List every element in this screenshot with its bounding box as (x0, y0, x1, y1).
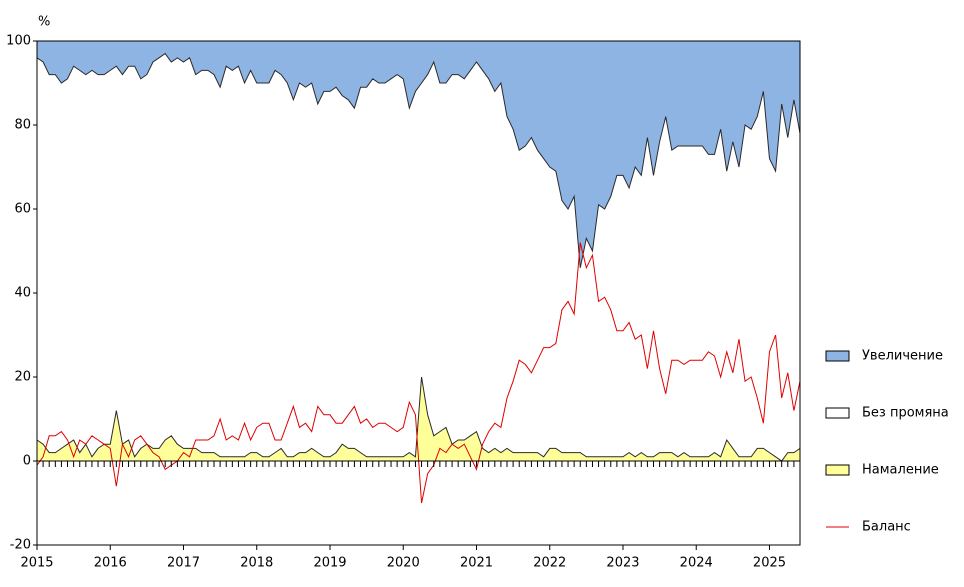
x-tick-label: 2017 (167, 556, 200, 571)
area (37, 53, 800, 461)
area-edge (36, 52, 801, 268)
area (37, 41, 800, 268)
legend-label: Баланс (862, 520, 911, 535)
y-tick-label: 0 (23, 454, 31, 469)
y-tick-label: 20 (14, 370, 31, 385)
x-tick-label: 2021 (460, 556, 493, 571)
x-tick-label: 2018 (240, 556, 273, 571)
line (36, 242, 801, 504)
y-tick-label: -20 (10, 538, 31, 553)
y-axis-label: % (38, 15, 50, 30)
area-edge (36, 376, 801, 462)
y-tick-label: 100 (6, 34, 31, 49)
legend-label: Намаление (862, 463, 939, 478)
legend-swatch (825, 350, 850, 362)
x-tick-label: 2016 (94, 556, 127, 571)
legend-label: Без промяна (862, 406, 949, 421)
x-tick-label: 2019 (313, 556, 346, 571)
x-tick-label: 2023 (606, 556, 639, 571)
x-tick-label: 2015 (20, 556, 53, 571)
x-tick-label: 2020 (387, 556, 420, 571)
y-tick-label: 80 (14, 118, 31, 133)
x-tick-label: 2025 (753, 556, 786, 571)
legend-swatch (825, 407, 850, 419)
legend-label: Увеличение (862, 349, 943, 364)
x-tick-label: 2022 (533, 556, 566, 571)
y-tick-label: 60 (14, 202, 31, 217)
legend-swatch (825, 464, 850, 476)
x-tick-label: 2024 (680, 556, 713, 571)
y-tick-label: 40 (14, 286, 31, 301)
